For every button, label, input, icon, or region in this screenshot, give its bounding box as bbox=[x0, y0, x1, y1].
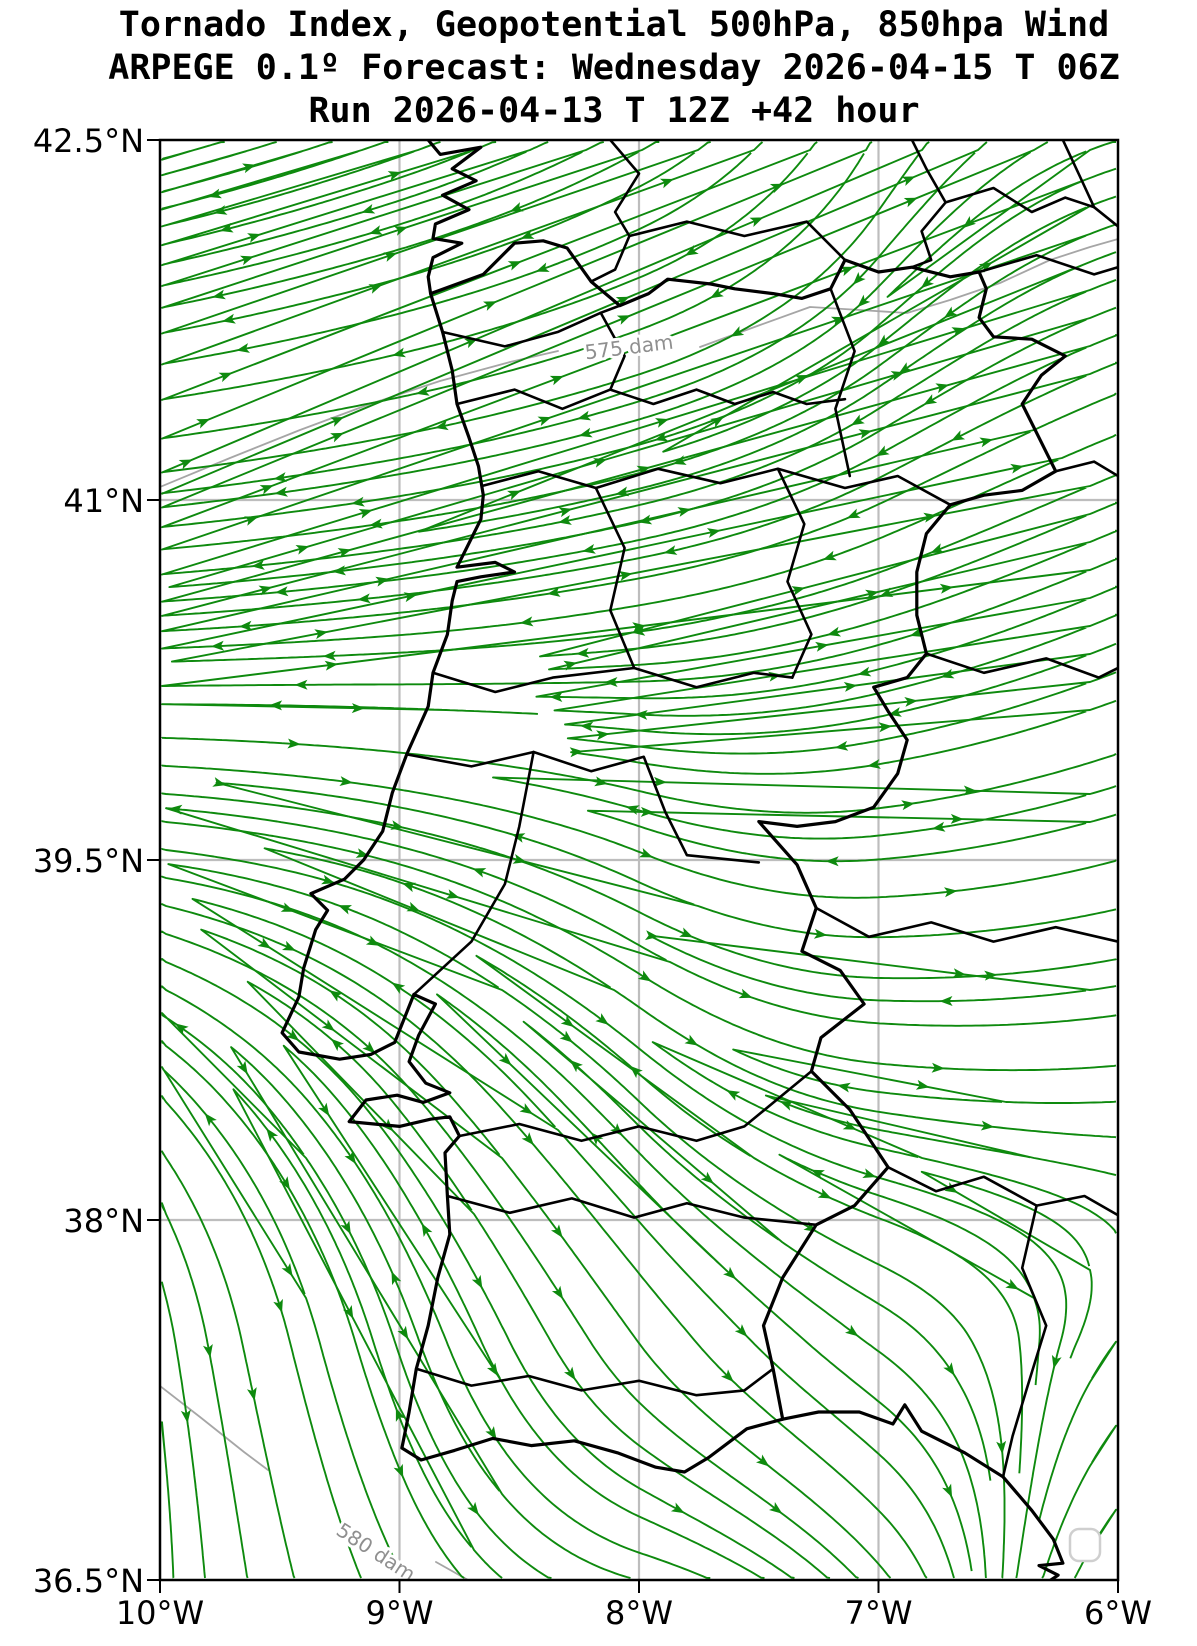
figure-title: Tornado Index, Geopotential 500hPa, 850h… bbox=[108, 4, 1119, 133]
x-tick-label-6w: 6°W bbox=[1084, 1594, 1152, 1632]
x-axis-tick-labels: 10°W 9°W 8°W 7°W 6°W bbox=[116, 1594, 1152, 1632]
map-borders bbox=[280, 141, 1117, 1579]
x-tick-label-10w: 10°W bbox=[116, 1594, 204, 1632]
title-line-3: Run 2026-04-13 T 12Z +42 hour bbox=[308, 91, 920, 131]
x-tick-label-7w: 7°W bbox=[845, 1594, 913, 1632]
y-axis-tick-labels: 42.5°N 41°N 39.5°N 38°N 36.5°N bbox=[33, 122, 144, 1600]
y-tick-label-41n: 41°N bbox=[63, 482, 144, 520]
corner-box bbox=[1068, 1527, 1102, 1563]
y-tick-label-38n: 38°N bbox=[63, 1202, 144, 1240]
y-tick-label-42-5n: 42.5°N bbox=[33, 122, 144, 160]
x-tick-label-9w: 9°W bbox=[366, 1594, 434, 1632]
wind-streamlines bbox=[161, 141, 1117, 1579]
y-tick-label-36-5n: 36.5°N bbox=[33, 1562, 144, 1600]
x-tick-label-8w: 8°W bbox=[605, 1594, 673, 1632]
contour-label-580: 580 dam bbox=[332, 1518, 420, 1587]
title-line-2: ARPEGE 0.1º Forecast: Wednesday 2026-04-… bbox=[108, 48, 1120, 88]
title-line-1: Tornado Index, Geopotential 500hPa, 850h… bbox=[118, 5, 1110, 45]
contour-label-575: 575 dam bbox=[583, 330, 674, 365]
y-tick-label-39-5n: 39.5°N bbox=[33, 842, 144, 880]
axis-ticks bbox=[147, 139, 1119, 1593]
